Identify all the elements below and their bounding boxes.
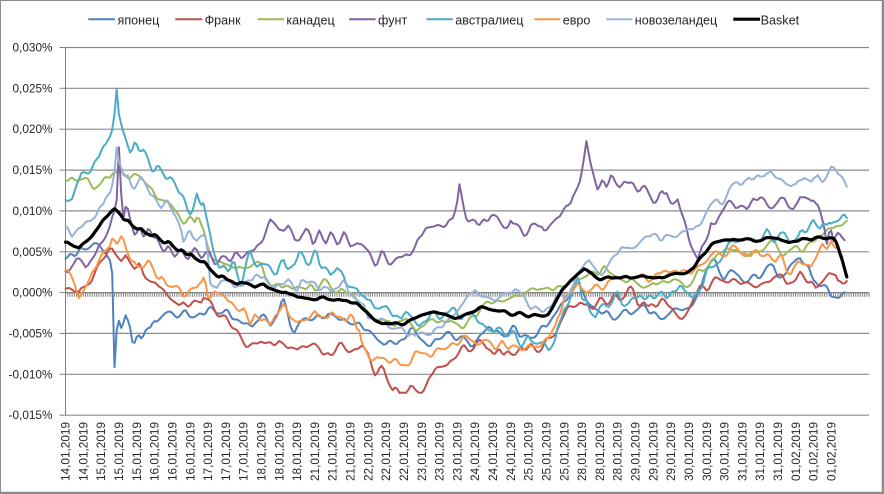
svg-text:15,01,2019: 15,01,2019 (112, 422, 126, 481)
svg-text:16,01,2019: 16,01,2019 (148, 422, 162, 481)
svg-text:29,01,2019: 29,01,2019 (664, 422, 678, 481)
svg-text:австралиец: австралиец (455, 13, 523, 27)
svg-text:22,01,2019: 22,01,2019 (379, 422, 393, 481)
svg-text:24,01,2019: 24,01,2019 (468, 422, 482, 481)
svg-text:Basket: Basket (761, 13, 800, 27)
svg-text:29,01,2019: 29,01,2019 (629, 422, 643, 481)
svg-text:22,01,2019: 22,01,2019 (397, 422, 411, 481)
svg-text:0,000%: 0,000% (12, 286, 53, 300)
svg-text:31,01,2019: 31,01,2019 (753, 422, 767, 481)
svg-text:25,01,2019: 25,01,2019 (522, 422, 536, 481)
svg-text:новозеландец: новозеландец (635, 13, 717, 27)
svg-text:29,01,2019: 29,01,2019 (646, 422, 660, 481)
svg-text:31,01,2019: 31,01,2019 (735, 422, 749, 481)
svg-text:21,01,2019: 21,01,2019 (344, 422, 358, 481)
svg-text:17,01,2019: 17,01,2019 (219, 422, 233, 481)
svg-text:24,01,2019: 24,01,2019 (486, 422, 500, 481)
svg-text:-0,005%: -0,005% (9, 326, 53, 340)
svg-text:01,02,2019: 01,02,2019 (807, 422, 821, 481)
svg-text:японец: японец (118, 13, 160, 27)
svg-text:Франк: Франк (205, 13, 242, 27)
svg-text:15,01,2019: 15,01,2019 (130, 422, 144, 481)
svg-text:0,020%: 0,020% (12, 122, 53, 136)
svg-text:0,015%: 0,015% (12, 163, 53, 177)
svg-text:23,01,2019: 23,01,2019 (450, 422, 464, 481)
svg-text:16,01,2019: 16,01,2019 (166, 422, 180, 481)
svg-text:0,005%: 0,005% (12, 245, 53, 259)
svg-text:30,01,2019: 30,01,2019 (700, 422, 714, 481)
svg-text:24,01,2019: 24,01,2019 (504, 422, 518, 481)
svg-text:-0,010%: -0,010% (9, 367, 53, 381)
svg-text:-0,015%: -0,015% (9, 408, 53, 422)
svg-text:31,01,2019: 31,01,2019 (771, 422, 785, 481)
svg-text:фунт: фунт (378, 13, 407, 27)
svg-text:21,01,2019: 21,01,2019 (308, 422, 322, 481)
svg-text:18,01,2019: 18,01,2019 (272, 422, 286, 481)
svg-text:28,01,2019: 28,01,2019 (593, 422, 607, 481)
svg-text:канадец: канадец (286, 13, 334, 27)
svg-text:18,01,2019: 18,01,2019 (255, 422, 269, 481)
svg-text:14,01,2019: 14,01,2019 (59, 422, 73, 481)
svg-text:23,01,2019: 23,01,2019 (415, 422, 429, 481)
svg-text:18,01,2019: 18,01,2019 (290, 422, 304, 481)
svg-text:23,01,2019: 23,01,2019 (433, 422, 447, 481)
svg-text:евро: евро (563, 13, 591, 27)
svg-text:17,01,2019: 17,01,2019 (237, 422, 251, 481)
svg-text:0,030%: 0,030% (12, 41, 53, 55)
svg-text:25,01,2019: 25,01,2019 (540, 422, 554, 481)
svg-text:01,02,2019: 01,02,2019 (824, 422, 838, 481)
svg-text:15,01,2019: 15,01,2019 (94, 422, 108, 481)
svg-text:30,01,2019: 30,01,2019 (682, 422, 696, 481)
svg-text:25,01,2019: 25,01,2019 (557, 422, 571, 481)
svg-text:22,01,2019: 22,01,2019 (361, 422, 375, 481)
svg-text:17,01,2019: 17,01,2019 (201, 422, 215, 481)
svg-text:14,01,2019: 14,01,2019 (76, 422, 90, 481)
svg-text:21,01,2019: 21,01,2019 (326, 422, 340, 481)
svg-text:0,025%: 0,025% (12, 81, 53, 95)
svg-text:30,01,2019: 30,01,2019 (718, 422, 732, 481)
svg-text:0,010%: 0,010% (12, 204, 53, 218)
svg-text:28,01,2019: 28,01,2019 (611, 422, 625, 481)
svg-text:01,02,2019: 01,02,2019 (789, 422, 803, 481)
svg-text:28,01,2019: 28,01,2019 (575, 422, 589, 481)
svg-text:16,01,2019: 16,01,2019 (183, 422, 197, 481)
